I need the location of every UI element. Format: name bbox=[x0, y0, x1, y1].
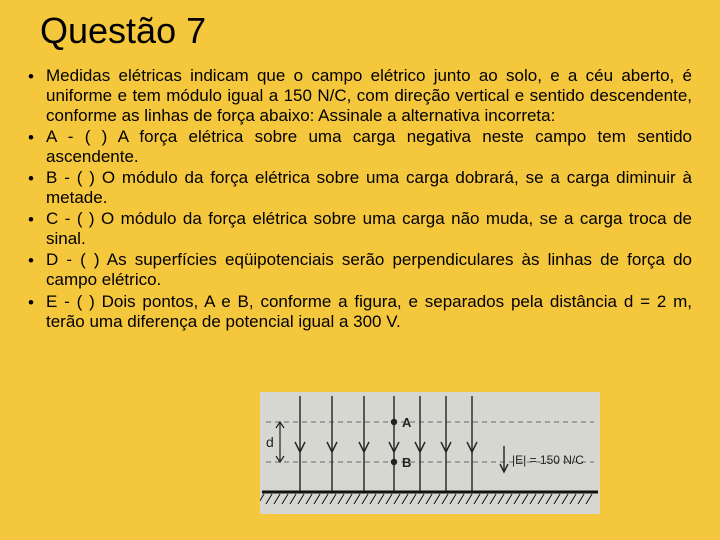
bullet-icon: • bbox=[28, 127, 46, 167]
alternative-a: A - ( ) A força elétrica sobre uma carga… bbox=[46, 127, 692, 167]
question-stem: Medidas elétricas indicam que o campo el… bbox=[46, 66, 692, 126]
bullet-icon: • bbox=[28, 168, 46, 208]
svg-text:B: B bbox=[402, 455, 411, 470]
field-diagram: A Bd |E| = 150 N/C bbox=[260, 392, 600, 514]
bullet-icon: • bbox=[28, 250, 46, 290]
bullet-icon: • bbox=[28, 292, 46, 332]
alternative-c: C - ( ) O módulo da força elétrica sobre… bbox=[46, 209, 692, 249]
svg-text:A: A bbox=[402, 415, 412, 430]
svg-text:|E| = 150 N/C: |E| = 150 N/C bbox=[512, 453, 584, 467]
alternative-b: B - ( ) O módulo da força elétrica sobre… bbox=[46, 168, 692, 208]
bullet-icon: • bbox=[28, 66, 46, 126]
question-body: • Medidas elétricas indicam que o campo … bbox=[28, 66, 692, 332]
bullet-icon: • bbox=[28, 209, 46, 249]
alternative-d: D - ( ) As superfícies eqüipotenciais se… bbox=[46, 250, 692, 290]
slide-title: Questão 7 bbox=[40, 10, 692, 52]
alternative-e: E - ( ) Dois pontos, A e B, conforme a f… bbox=[46, 292, 692, 332]
svg-text:d: d bbox=[266, 434, 274, 450]
